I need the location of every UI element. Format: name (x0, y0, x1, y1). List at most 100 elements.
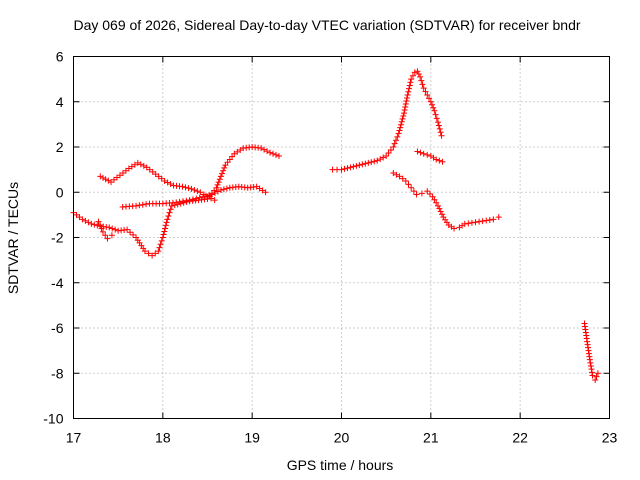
data-point (205, 192, 212, 199)
data-point (426, 95, 433, 102)
data-point (404, 91, 411, 98)
data-point (112, 226, 119, 233)
data-point (432, 111, 439, 118)
data-point (106, 224, 113, 231)
data-point (420, 85, 427, 92)
data-point (434, 119, 441, 126)
data-point (163, 219, 170, 226)
data-point (160, 231, 167, 238)
data-point (399, 175, 406, 182)
data-point (221, 164, 228, 171)
data-point (157, 241, 164, 248)
data-point (258, 145, 265, 152)
data-point (426, 190, 433, 197)
data-point (350, 163, 357, 170)
data-point (217, 173, 224, 180)
data-point (219, 170, 226, 177)
data-point (422, 88, 429, 95)
data-point (415, 71, 422, 78)
y-tick-label: 2 (56, 139, 64, 155)
data-point (406, 82, 413, 89)
data-point (371, 158, 378, 165)
data-point (439, 211, 445, 218)
data-point (214, 188, 221, 195)
data-point (398, 118, 405, 125)
data-point (403, 97, 410, 104)
data-point (390, 144, 397, 150)
y-tick-label: 0 (56, 184, 64, 200)
data-point (405, 181, 412, 188)
series-track-d (119, 183, 269, 210)
data-point (429, 101, 436, 108)
data-point (436, 157, 443, 164)
data-point (396, 127, 403, 134)
data-point (433, 156, 440, 163)
data-point (405, 88, 412, 95)
data-point (383, 153, 390, 160)
data-point (424, 151, 431, 158)
x-tick-label: 18 (155, 430, 171, 446)
data-point (413, 191, 420, 198)
data-point (476, 218, 483, 225)
data-point (182, 184, 189, 191)
data-point (402, 177, 409, 184)
data-point (217, 186, 224, 193)
data-point (420, 150, 427, 157)
y-tick-label: -2 (51, 230, 64, 246)
data-point (102, 176, 109, 183)
data-point (164, 216, 171, 223)
data-point (200, 193, 207, 200)
data-point (417, 73, 424, 80)
data-point (133, 202, 140, 209)
data-point (438, 132, 445, 139)
data-point (264, 148, 271, 155)
y-axis-label: SDTVAR / TECUs (5, 182, 21, 294)
data-point (418, 77, 425, 84)
data-point (391, 140, 398, 147)
data-point (353, 162, 360, 169)
data-point (429, 193, 436, 200)
data-point (419, 81, 426, 88)
data-point (99, 174, 106, 181)
data-point (183, 197, 190, 204)
data-point (272, 151, 279, 158)
data-point (140, 162, 147, 169)
data-point (437, 208, 444, 215)
data-point (162, 225, 169, 232)
x-tick-label: 22 (512, 430, 528, 446)
data-point (362, 160, 369, 167)
data-point (155, 248, 162, 255)
data-point (186, 197, 193, 204)
data-point (587, 359, 594, 366)
data-point (461, 220, 468, 227)
series-track-b (97, 159, 218, 204)
data-point (401, 110, 408, 117)
data-point (179, 198, 186, 205)
data-point (188, 185, 195, 192)
x-tick-label: 23 (602, 430, 618, 446)
data-point (385, 150, 392, 157)
x-tick-label: 20 (334, 430, 350, 446)
data-point (406, 85, 413, 92)
data-point (262, 189, 269, 196)
data-point (215, 179, 222, 186)
data-point (85, 219, 92, 226)
data-point (191, 186, 198, 193)
data-point (97, 173, 104, 180)
data-point (143, 201, 150, 208)
data-point (392, 137, 399, 144)
data-point (194, 188, 201, 195)
data-point (414, 68, 421, 75)
data-point (216, 176, 223, 183)
data-point (387, 147, 394, 154)
data-point (418, 190, 425, 197)
data-point (431, 107, 438, 114)
data-point (594, 370, 601, 377)
data-point (179, 183, 186, 190)
data-point (397, 124, 404, 131)
data-point (589, 372, 596, 379)
data-point (407, 79, 414, 86)
data-point (588, 369, 595, 376)
data-point (359, 161, 366, 168)
